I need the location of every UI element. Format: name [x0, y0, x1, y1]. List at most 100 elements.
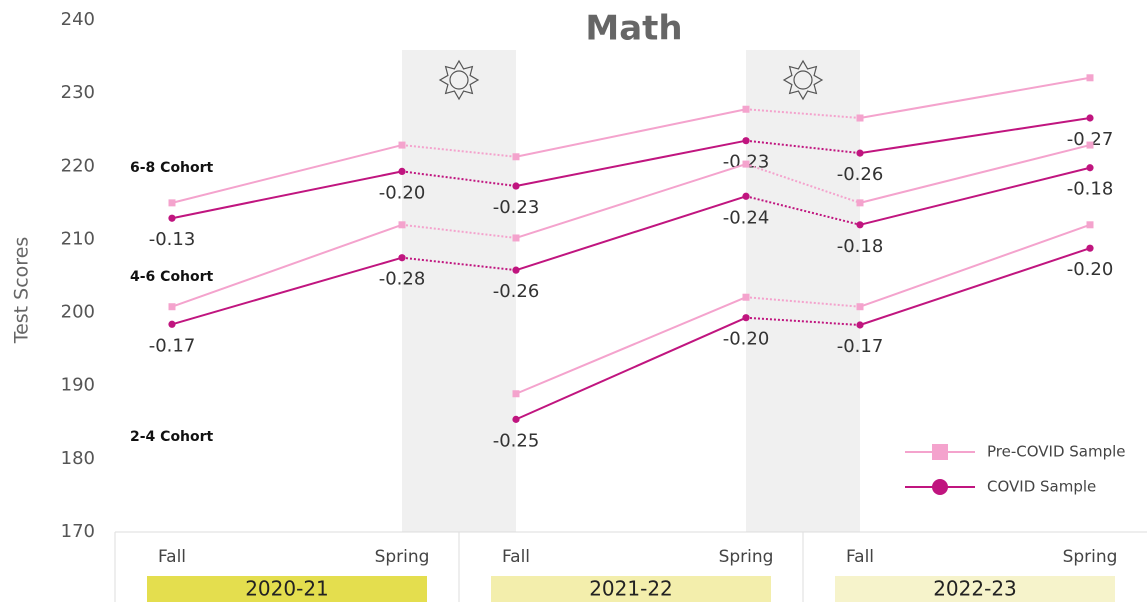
summer-segment [401, 256, 517, 272]
summer-band [746, 50, 860, 532]
marker-square [856, 114, 864, 122]
legend-label: COVID Sample [987, 478, 1096, 496]
marker-circle [168, 320, 176, 328]
effect-label: -0.24 [723, 207, 770, 228]
effect-label: -0.17 [837, 336, 884, 357]
legend-marker [932, 479, 948, 495]
y-tick-label: 220 [61, 155, 95, 176]
year-segment [859, 117, 1091, 155]
year-segment [515, 108, 747, 158]
marker-circle [856, 149, 864, 157]
y-tick-label: 210 [61, 228, 95, 249]
summer-segment [745, 195, 861, 226]
marker-circle [742, 192, 750, 200]
year-band [835, 576, 1115, 602]
marker-circle [168, 214, 176, 222]
marker-square [1086, 141, 1094, 149]
marker-circle [512, 182, 520, 190]
effect-label: -0.27 [1067, 129, 1114, 150]
sun-rays [782, 59, 824, 101]
marker-square [512, 153, 520, 161]
effect-label: -0.20 [1067, 259, 1114, 280]
year-band [147, 576, 427, 602]
x-tick-label: Fall [846, 547, 874, 567]
marker-circle [512, 415, 520, 423]
year-label: 2020-21 [245, 577, 329, 601]
x-tick-label: Fall [502, 547, 530, 567]
cohort-label: 6-8 Cohort [130, 160, 214, 176]
summer-segment [401, 223, 517, 239]
effect-label: -0.13 [149, 229, 196, 250]
marker-square [742, 105, 750, 113]
marker-square [742, 160, 750, 168]
y-tick-label: 230 [61, 82, 95, 103]
marker-square [856, 199, 864, 207]
effect-label: -0.26 [493, 281, 540, 302]
sun-rays [438, 59, 480, 101]
year-segment [171, 256, 403, 326]
x-tick-label: Spring [375, 547, 430, 567]
marker-circle [856, 321, 864, 329]
year-label: 2022-23 [933, 577, 1017, 601]
year-segment [859, 247, 1091, 326]
summer-segment [745, 108, 861, 120]
summer-segment [745, 139, 861, 155]
marker-square [512, 234, 520, 242]
cohort-label: 2-4 Cohort [130, 429, 214, 445]
y-axis-label: Test Scores [11, 237, 33, 345]
year-segment [859, 76, 1091, 119]
year-segment [515, 139, 747, 188]
summer-segment [745, 163, 861, 204]
year-segment [515, 163, 747, 239]
marker-circle [1086, 164, 1094, 172]
marker-square [1086, 74, 1094, 82]
marker-circle [1086, 114, 1094, 122]
marker-circle [398, 167, 406, 176]
chart-title: Math [585, 9, 682, 49]
marker-circle [856, 221, 864, 229]
year-segment [859, 223, 1091, 308]
y-tick-label: 170 [61, 521, 95, 542]
effect-label: -0.17 [149, 335, 196, 356]
marker-square [168, 303, 176, 311]
marker-circle [742, 137, 750, 145]
marker-square [398, 221, 406, 229]
year-segment [515, 296, 747, 395]
marker-circle [398, 254, 406, 262]
summer-segment [401, 170, 517, 188]
year-segment [859, 144, 1091, 204]
x-tick-label: Spring [719, 547, 774, 567]
y-tick-label: 190 [61, 375, 95, 396]
year-segment [171, 170, 403, 220]
marker-square [398, 141, 406, 149]
x-tick-label: Spring [1063, 547, 1118, 567]
effect-label: -0.20 [379, 182, 426, 203]
sun-icon [438, 59, 480, 101]
cohort-label: 4-6 Cohort [130, 269, 214, 285]
marker-square [856, 303, 864, 311]
marker-square [512, 390, 520, 398]
marker-square [168, 199, 176, 207]
sun-core [449, 70, 469, 90]
legend-label: Pre-COVID Sample [987, 443, 1126, 461]
year-segment [859, 166, 1091, 226]
summer-segment [745, 316, 861, 327]
year-segment [171, 223, 403, 308]
sun-core [793, 70, 813, 90]
x-tick-label: Fall [158, 547, 186, 567]
effect-label: -0.28 [379, 269, 426, 290]
marker-circle [742, 314, 750, 322]
year-band [491, 576, 771, 602]
year-segment [171, 144, 403, 204]
marker-circle [512, 266, 520, 274]
summer-band [402, 50, 516, 532]
year-label: 2021-22 [589, 577, 673, 601]
effect-label: -0.25 [493, 430, 540, 451]
marker-circle [1086, 244, 1094, 252]
effect-label: -0.18 [1067, 179, 1114, 200]
marker-square [742, 293, 750, 301]
y-tick-label: 200 [61, 302, 95, 323]
year-segment [515, 316, 747, 421]
sun-icon [782, 59, 824, 101]
